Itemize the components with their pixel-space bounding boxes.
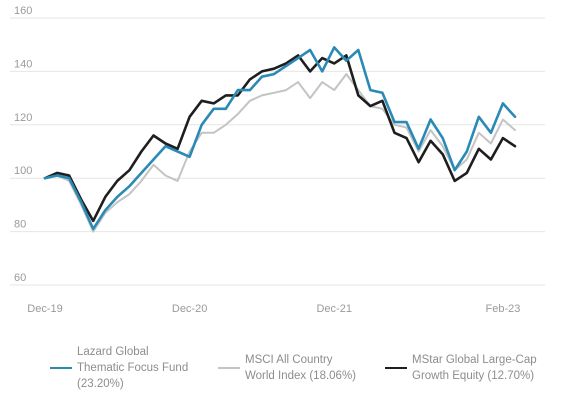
- line-chart: 60 80 100 120 140 160 Dec-19 Dec-20 Dec-21 Feb-2…: [10, 5, 545, 315]
- x-tick-label: Dec-20: [172, 303, 207, 315]
- y-tick-label: 160: [14, 5, 32, 17]
- x-tick-label: Dec-21: [316, 303, 351, 315]
- y-tick-label: 80: [14, 219, 26, 231]
- legend-item-msci: MSCI All Country World Index (18.06%): [218, 352, 356, 384]
- series-line-1: [44, 73, 516, 233]
- series-line-0: [43, 46, 517, 231]
- legend: Lazard Global Thematic Focus Fund (23.20…: [0, 340, 564, 398]
- legend-swatch-mstar: [385, 367, 407, 369]
- y-axis-ticks: 60 80 100 120 140 160: [14, 5, 32, 284]
- legend-swatch-msci: [218, 367, 240, 369]
- legend-swatch-lazard: [50, 367, 72, 369]
- legend-label-lazard: Lazard Global Thematic Focus Fund (23.20…: [77, 346, 189, 390]
- legend-item-lazard: Lazard Global Thematic Focus Fund (23.20…: [50, 344, 188, 392]
- grid-lines: [10, 17, 545, 286]
- x-axis-ticks: Dec-19 Dec-20 Dec-21 Feb-23: [27, 303, 520, 315]
- y-tick-label: 140: [14, 58, 32, 70]
- series-lines: [43, 46, 517, 233]
- legend-label-mstar: MStar Global Large-Cap Growth Equity (12…: [412, 354, 537, 382]
- y-tick-label: 120: [14, 112, 32, 124]
- legend-label-msci: MSCI All Country World Index (18.06%): [245, 354, 357, 382]
- x-tick-label: Dec-19: [27, 303, 62, 315]
- y-tick-label: 100: [14, 165, 32, 177]
- legend-item-mstar: MStar Global Large-Cap Growth Equity (12…: [385, 352, 537, 384]
- y-tick-label: 60: [14, 272, 26, 284]
- series-line-2: [43, 54, 517, 223]
- x-tick-label: Feb-23: [486, 303, 521, 315]
